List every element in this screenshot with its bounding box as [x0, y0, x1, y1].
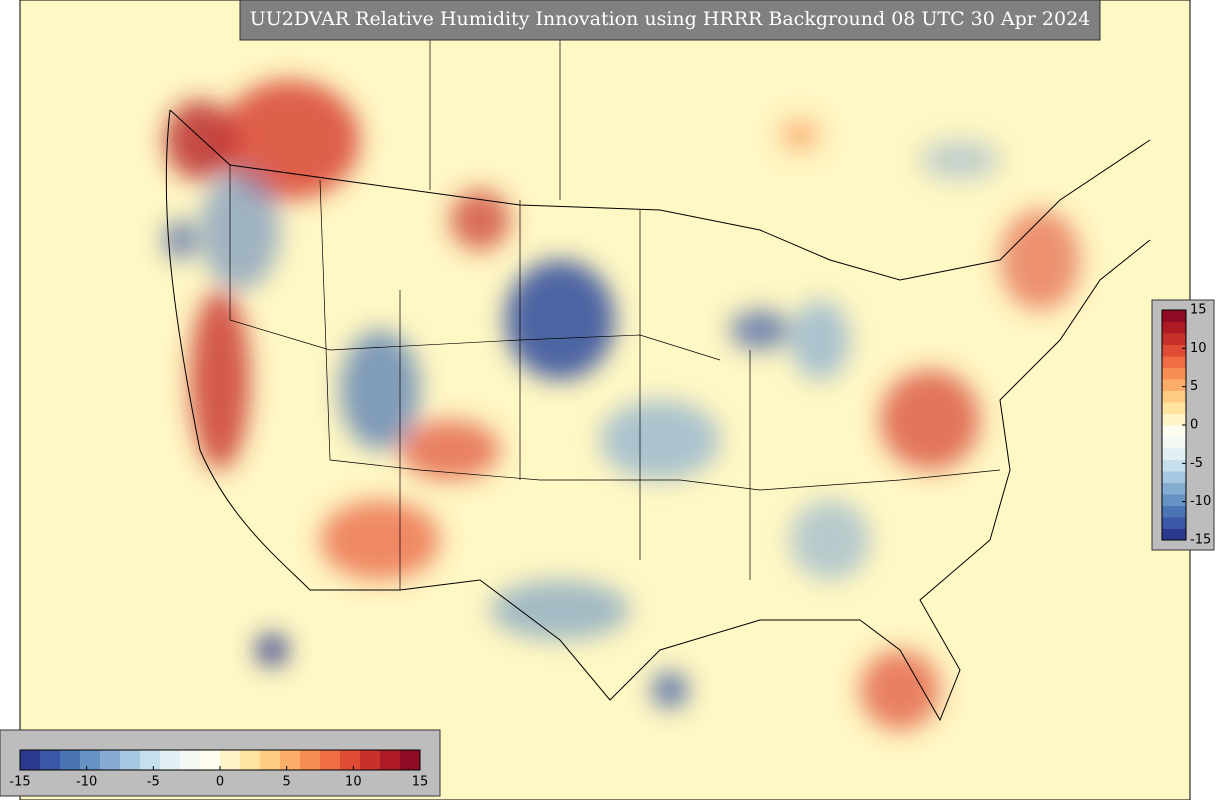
colorbar-segment — [120, 750, 141, 770]
colorbar-segment — [1162, 459, 1186, 472]
colorbar-segment — [40, 750, 61, 770]
colorbar-segment — [1162, 436, 1186, 449]
colorbar-tick-label: 0 — [1190, 418, 1198, 433]
colorbar-segment — [1162, 367, 1186, 380]
innovation-field — [164, 80, 1080, 730]
colorbar-segment — [20, 750, 41, 770]
colorbar-segment — [140, 750, 161, 770]
colorbar-tick-label: 5 — [1190, 379, 1198, 394]
colorbar-tick-label: -5 — [147, 775, 160, 790]
colorbar-segment — [240, 750, 261, 770]
colorbar-segment — [1162, 425, 1186, 437]
colorbar-segment — [280, 750, 301, 770]
title-box — [239, 0, 1101, 41]
colorbar-segment — [320, 750, 341, 770]
colorbar-tick-label: -10 — [76, 775, 97, 790]
colorbar-segment — [80, 750, 101, 770]
colorbar-segment — [400, 750, 421, 770]
colorbar-segment — [160, 750, 181, 770]
colorbar-tick-label: -15 — [1190, 533, 1211, 548]
colorbar-segment — [1162, 321, 1186, 334]
colorbar-segment — [1162, 356, 1186, 368]
colorbar-segment — [1162, 402, 1186, 414]
colorbar-tick-label: -10 — [1190, 494, 1211, 509]
colorbar-segment — [360, 750, 381, 770]
colorbar-tick-label: -5 — [1190, 456, 1203, 471]
colorbar-segment — [220, 750, 241, 770]
colorbar-segment — [1162, 448, 1186, 460]
colorbar-segment — [340, 750, 361, 770]
title: UU2DVAR Relative Humidity Innovation usi… — [250, 8, 1091, 30]
colorbar-segment — [1162, 333, 1186, 345]
colorbar-segment — [380, 750, 401, 770]
colorbar-tick-label: 15 — [1190, 303, 1207, 318]
colorbar-segment — [1162, 505, 1186, 518]
colorbar-tick-label: 10 — [1190, 341, 1207, 356]
colorbar-segment — [1162, 494, 1186, 506]
colorbar-segment — [60, 750, 81, 770]
colorbar-segment — [1162, 310, 1186, 322]
colorbar-segment — [1162, 517, 1186, 529]
colorbar-segment — [180, 750, 201, 770]
colorbar-tick-label: 10 — [345, 775, 362, 790]
colorbar-segment — [100, 750, 121, 770]
colorbars: -15 -15 -10 -10 -5 -5 0 0 5 5 10 10 15 15 — [9, 303, 1211, 790]
colorbar-tick-label: 15 — [412, 775, 429, 790]
colorbar-segment — [1162, 528, 1186, 541]
colorbar-segment — [260, 750, 281, 770]
colorbar-segment — [1162, 413, 1186, 426]
colorbar-segment — [1162, 390, 1186, 403]
state-borders — [165, 40, 1151, 722]
colorbar-tick-label: 0 — [216, 775, 224, 790]
colorbar-segment — [1162, 344, 1186, 357]
colorbar-segment — [1162, 482, 1186, 495]
colorbar-segment — [1162, 471, 1186, 483]
colorbar-segment — [1162, 379, 1186, 391]
colorbar-tick-label: -15 — [9, 775, 30, 790]
colorbar-segment — [200, 750, 221, 770]
colorbar-tick-label: 5 — [283, 775, 291, 790]
colorbar-segment — [300, 750, 321, 770]
